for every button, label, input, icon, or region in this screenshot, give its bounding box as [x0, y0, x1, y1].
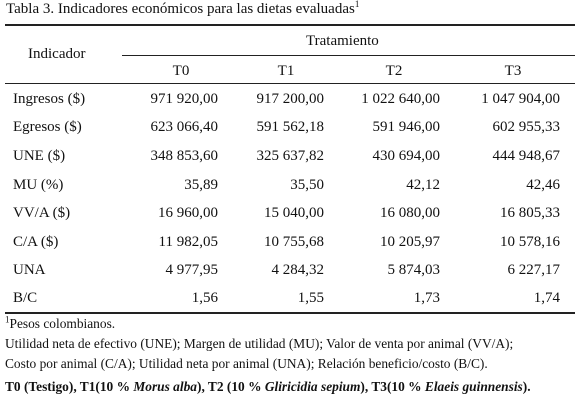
table-cell-t0: 11 982,05 — [158, 234, 218, 250]
table-cell-t2: 591 946,00 — [372, 119, 441, 135]
table-cell-t1: 10 755,68 — [264, 234, 324, 250]
caption-text: Tabla 3. Indicadores económicos para las… — [6, 1, 355, 17]
row-label: Egresos ($) — [13, 119, 82, 135]
table-cell-t0: 1,56 — [191, 290, 218, 306]
column-header-t3: T3 — [504, 63, 522, 79]
footnote-treatments: T0 (Testigo), T1(10 % Morus alba), T2 (1… — [5, 378, 531, 395]
table-caption: Tabla 3. Indicadores económicos para las… — [6, 0, 360, 18]
table-cell-t1: 35,50 — [290, 177, 324, 193]
table-cell-t0: 971 920,00 — [150, 91, 219, 107]
row-label: MU (%) — [13, 177, 64, 193]
table-cell-t3: 444 948,67 — [492, 148, 561, 164]
table-cell-t2: 1 022 640,00 — [361, 91, 440, 107]
table-cell-t2: 16 080,00 — [380, 205, 440, 221]
treatment-header-rule — [122, 55, 575, 56]
table-cell-t2: 42,12 — [406, 177, 440, 193]
table-cell-t3: 16 805,33 — [500, 205, 560, 221]
table-cell-t3: 42,46 — [526, 177, 560, 193]
table-cell-t1: 917 200,00 — [256, 91, 325, 107]
table-cell-t0: 35,89 — [184, 177, 218, 193]
table-cell-t3: 1,74 — [533, 290, 560, 306]
table-cell-t2: 1,73 — [413, 290, 440, 306]
table-cell-t2: 5 874,03 — [387, 262, 441, 278]
table-cell-t2: 10 205,97 — [380, 234, 440, 250]
row-label: C/A ($) — [13, 234, 59, 250]
treatment-t0-t1-text: T0 (Testigo), T1(10 % — [5, 379, 134, 394]
species-morus-alba: Morus alba — [133, 379, 197, 394]
column-header-t2: T2 — [385, 63, 403, 79]
table-cell-t1: 591 562,18 — [256, 119, 325, 135]
footnote-currency: 1Pesos colombianos. — [5, 315, 115, 332]
treatment-header: Tratamiento — [306, 33, 379, 49]
table-cell-t1: 15 040,00 — [264, 205, 324, 221]
header-bottom-rule — [5, 83, 575, 84]
column-header-t0: T0 — [172, 63, 190, 79]
column-header-t1: T1 — [277, 63, 295, 79]
species-elaeis-guinnensis: Elaeis guinnensis — [424, 379, 523, 394]
row-label: VV/A ($) — [13, 205, 71, 221]
row-label: B/C — [13, 290, 38, 306]
table-cell-t0: 16 960,00 — [158, 205, 218, 221]
table-cell-t1: 4 284,32 — [271, 262, 325, 278]
row-label: Ingresos ($) — [13, 91, 86, 107]
footnote-abbreviations-line1: Utilidad neta de efectivo (UNE); Margen … — [5, 336, 514, 351]
table-cell-t1: 1,55 — [297, 290, 324, 306]
treatment-t3-text: ), T3(10 % — [360, 379, 425, 394]
treatment-end-text: ). — [522, 379, 531, 394]
table-cell-t1: 325 637,82 — [256, 148, 325, 164]
table-cell-t3: 6 227,17 — [507, 262, 561, 278]
footnote-currency-text: Pesos colombianos. — [9, 316, 116, 331]
footnote-mark: 1 — [5, 314, 10, 325]
row-label: UNE ($) — [13, 148, 66, 164]
species-gliricidia-sepium: Gliricidia sepium — [264, 379, 361, 394]
caption-footnote-mark: 1 — [354, 0, 360, 9]
treatment-t2-text: ), T2 (10 % — [196, 379, 265, 394]
table-cell-t0: 623 066,40 — [150, 119, 219, 135]
table-cell-t0: 348 853,60 — [150, 148, 219, 164]
table-top-rule — [5, 24, 575, 26]
row-label: UNA — [13, 262, 46, 278]
table-cell-t3: 10 578,16 — [500, 234, 560, 250]
table-cell-t2: 430 694,00 — [372, 148, 441, 164]
indicator-header: Indicador — [28, 46, 86, 62]
footnote-abbreviations-line2: Costo por animal (C/A); Utilidad neta po… — [5, 356, 488, 371]
table-cell-t0: 4 977,95 — [165, 262, 219, 278]
table-cell-t3: 602 955,33 — [492, 119, 561, 135]
table-cell-t3: 1 047 904,00 — [481, 91, 560, 107]
table-bottom-rule — [5, 312, 575, 314]
